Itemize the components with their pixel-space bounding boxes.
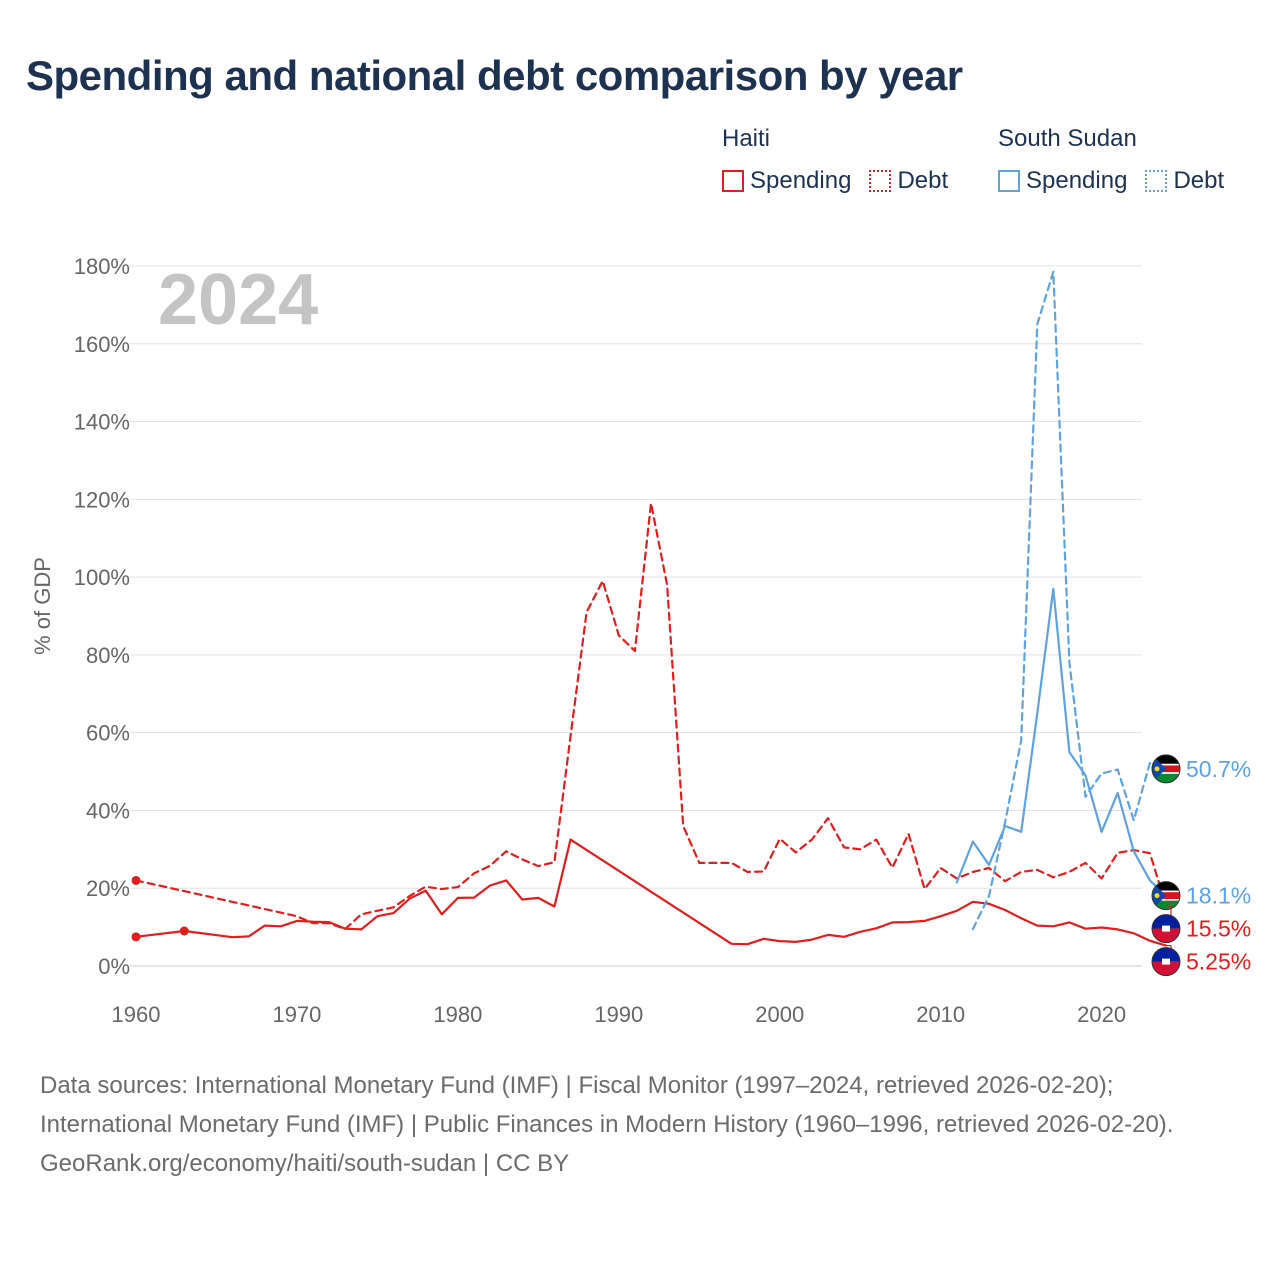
- flag-star: [1154, 766, 1160, 772]
- flag-stripe: [1152, 961, 1180, 976]
- flag-border: [1151, 881, 1181, 911]
- y-axis-label: % of GDP: [30, 557, 55, 655]
- flag-stripe: [1152, 928, 1180, 943]
- legend-label: Debt: [1173, 167, 1225, 194]
- credit-link[interactable]: GeoRank.org/economy/haiti/south-sudan | …: [40, 1150, 570, 1177]
- end-value-label: 50.7%: [1186, 756, 1251, 782]
- legend-item-south-sudan-debt[interactable]: Debt: [1145, 167, 1224, 195]
- x-tick-label: 2000: [755, 1002, 804, 1027]
- flag-emblem: [1162, 958, 1170, 965]
- flag-stripe: [1152, 773, 1180, 783]
- legend-item-south-sudan-spending[interactable]: Spending: [998, 167, 1127, 195]
- flag-stripe: [1152, 890, 1180, 893]
- flag-clip: [1152, 914, 1180, 943]
- end-labels-layer: 50.7% 18.1% 15.5% 5.25%: [1151, 754, 1251, 977]
- flag-stripe: [1152, 900, 1180, 910]
- x-axis: 1960 1970 1980 1990 2000 2010 2020: [112, 1002, 1127, 1027]
- data-point-marker: [131, 932, 141, 942]
- legend-haiti: Haiti Spending Debt: [722, 124, 948, 196]
- series-line-ssd_spending: [955, 587, 1168, 897]
- y-tick-label: 60%: [86, 721, 130, 746]
- south-sudan-flag-icon: [1151, 754, 1181, 784]
- flag-stripe: [1152, 881, 1180, 891]
- legend-country-haiti: Haiti: [722, 125, 771, 152]
- flag-clip: [1152, 881, 1180, 910]
- end-value-label: 15.5%: [1186, 916, 1251, 942]
- flag-border: [1151, 754, 1181, 784]
- footer: Data sources: International Monetary Fun…: [40, 1066, 1240, 1183]
- legend-swatch-dotted-icon: [1145, 170, 1168, 192]
- flag-clip: [1152, 754, 1180, 783]
- year-label: 2024: [158, 260, 318, 340]
- haiti-flag-icon: [1151, 914, 1181, 944]
- series-line-haiti_spending: [134, 838, 1168, 947]
- gridlines: [130, 265, 1142, 967]
- legend-label: Spending: [1026, 167, 1128, 194]
- haiti-flag-icon: [1151, 947, 1181, 977]
- y-tick-label: 160%: [74, 332, 130, 357]
- legend-label: Debt: [897, 167, 949, 194]
- data-sources: Data sources: International Monetary Fun…: [40, 1072, 1174, 1138]
- series-layer: [131, 270, 1168, 947]
- legend-label: Spending: [750, 167, 852, 194]
- south-sudan-flag-icon: [1151, 881, 1181, 911]
- flag-stripe: [1152, 899, 1180, 901]
- y-tick-label: 80%: [86, 643, 130, 668]
- end-value-label: 5.25%: [1186, 949, 1251, 975]
- y-tick-label: 100%: [74, 565, 130, 590]
- y-axis: 0% 20% 40% 60% 80% 100% 120% 140% 160% 180%: [74, 254, 130, 979]
- flag-stripe: [1152, 914, 1180, 929]
- legend-swatch-solid-icon: [722, 170, 744, 192]
- data-point-marker: [131, 875, 141, 885]
- data-point-marker: [179, 926, 189, 936]
- chart-title: Spending and national debt comparison by…: [26, 52, 963, 99]
- flag-stripe: [1152, 772, 1180, 774]
- legend-swatch-dotted-icon: [869, 170, 892, 192]
- x-tick-label: 1990: [594, 1002, 643, 1027]
- flag-border: [1151, 947, 1181, 977]
- flag-clip: [1152, 947, 1180, 976]
- legend-item-haiti-spending[interactable]: Spending: [722, 167, 851, 195]
- end-value-label: 18.1%: [1186, 883, 1251, 909]
- series-line-haiti_debt: [134, 502, 1168, 931]
- legend-swatch-solid-icon: [998, 170, 1020, 192]
- flag-stripe: [1152, 947, 1180, 962]
- x-tick-label: 1980: [433, 1002, 482, 1027]
- flag-stripe: [1152, 754, 1180, 764]
- x-tick-label: 1960: [112, 1002, 161, 1027]
- x-tick-label: 2010: [916, 1002, 965, 1027]
- flag-star: [1154, 893, 1160, 899]
- legend-south-sudan: South Sudan Spending Debt: [998, 124, 1224, 196]
- y-tick-label: 120%: [74, 487, 130, 512]
- legend-item-haiti-debt[interactable]: Debt: [869, 167, 948, 195]
- y-tick-label: 40%: [86, 798, 130, 823]
- y-tick-label: 20%: [86, 876, 130, 901]
- line-chart: 0%20%40%60%80%100%120%140%160%180% 1960 1…: [30, 254, 1251, 1027]
- x-tick-label: 1970: [272, 1002, 321, 1027]
- flag-emblem: [1162, 925, 1170, 932]
- y-tick-label: 140%: [74, 410, 130, 435]
- series-line-ssd_debt: [971, 270, 1168, 931]
- flag-border: [1151, 914, 1181, 944]
- x-tick-label: 2020: [1077, 1002, 1126, 1027]
- flag-stripe: [1152, 763, 1180, 766]
- y-tick-label: 180%: [74, 254, 130, 279]
- y-tick-label: 0%: [98, 954, 130, 979]
- legend-country-south-sudan: South Sudan: [998, 125, 1137, 152]
